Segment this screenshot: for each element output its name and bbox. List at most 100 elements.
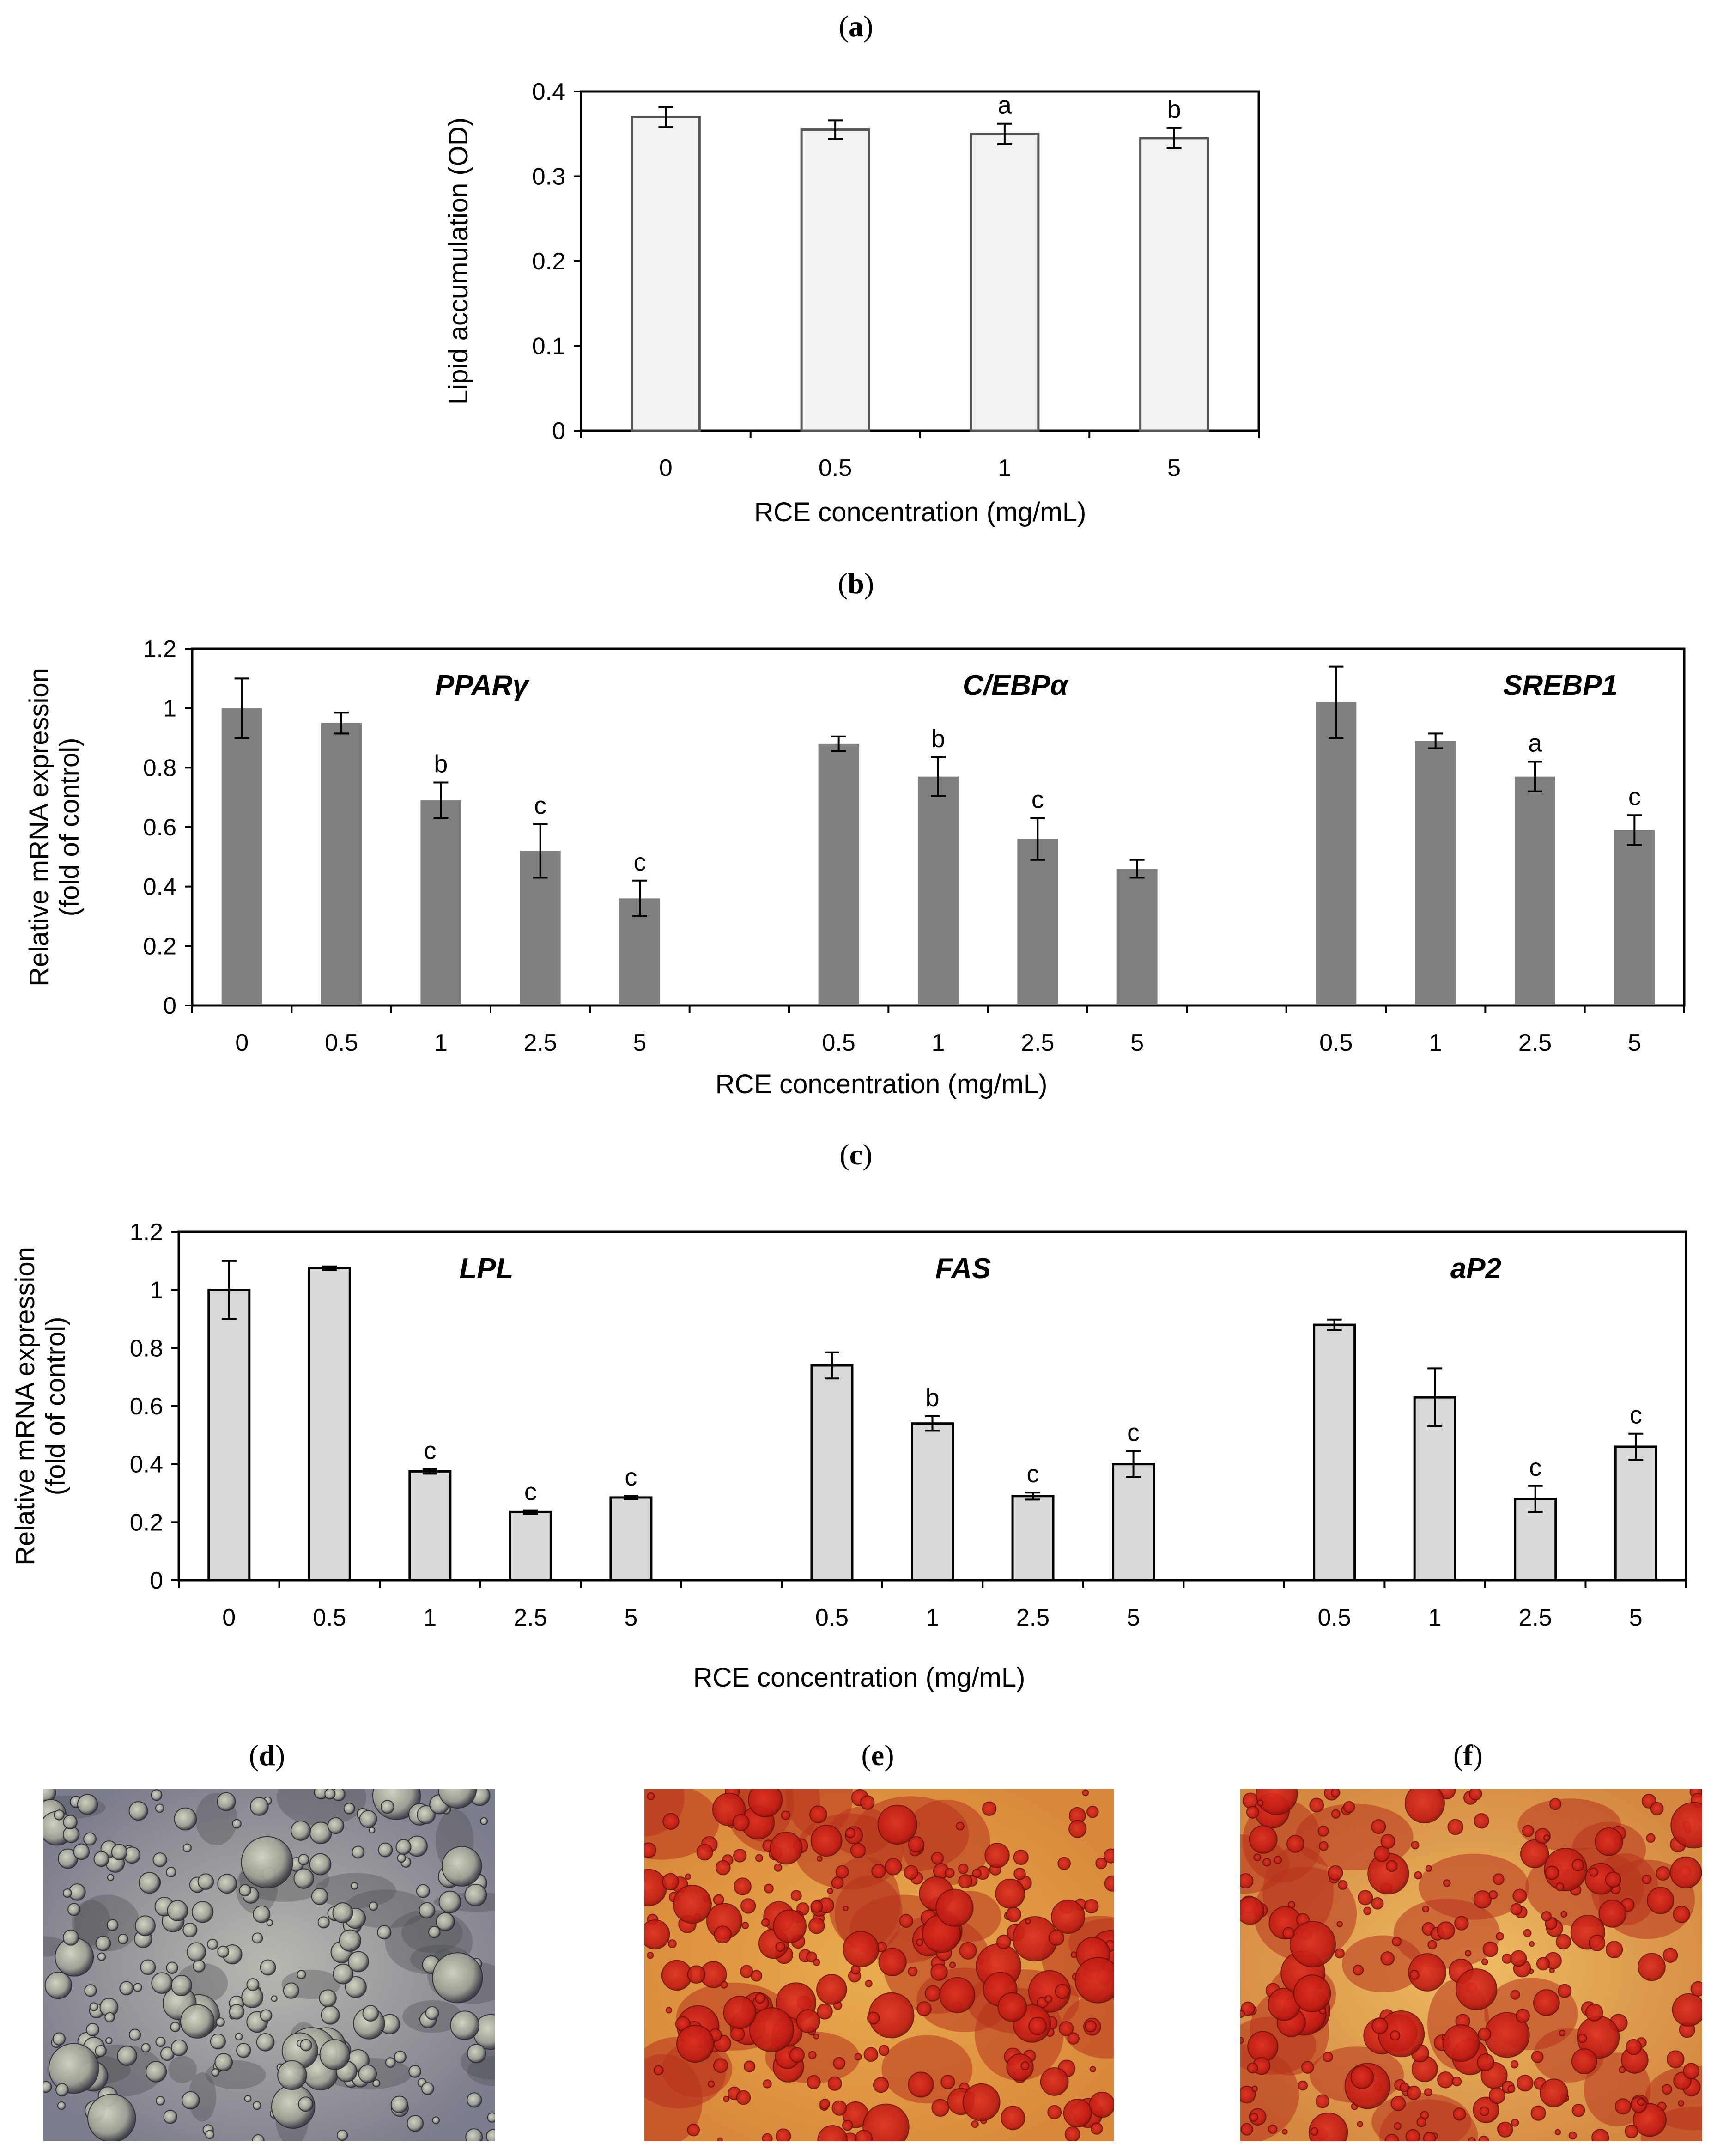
stained-droplet xyxy=(1543,1834,1550,1841)
significance-label: c xyxy=(1031,786,1044,814)
stained-droplet xyxy=(1384,2134,1399,2141)
stained-droplet xyxy=(1089,2091,1114,2118)
stained-droplet xyxy=(878,2045,890,2056)
y-tick-label: 0.4 xyxy=(143,874,176,901)
stained-droplet xyxy=(1511,2119,1519,2127)
stained-droplet xyxy=(1399,2083,1409,2093)
stained-droplet xyxy=(761,1918,770,1927)
y-axis-title: (fold of control) xyxy=(41,1317,71,1496)
stained-droplet xyxy=(1531,2051,1544,2063)
stained-droplet xyxy=(1512,1888,1527,1903)
stained-droplet xyxy=(723,1996,757,2029)
bar-1 xyxy=(408,1470,452,1582)
lipid-droplet xyxy=(57,2101,66,2110)
lipid-droplet xyxy=(385,2057,396,2068)
bar-5 xyxy=(1112,1463,1155,1582)
stained-droplet xyxy=(1507,2085,1516,2093)
x-tick-label: 1 xyxy=(932,1029,945,1056)
lipid-droplet xyxy=(211,2068,220,2077)
stained-droplet xyxy=(972,1869,982,1878)
stained-droplet xyxy=(810,1825,843,1857)
stained-droplet xyxy=(1257,1799,1264,1806)
lipid-droplet xyxy=(345,1976,367,1998)
stained-droplet xyxy=(817,2004,833,2020)
lipid-droplet xyxy=(249,1797,269,1816)
stained-cell xyxy=(644,1789,720,1860)
lipid-droplet xyxy=(256,2033,275,2052)
stained-droplet xyxy=(1423,2132,1436,2141)
stained-droplet xyxy=(1670,1802,1702,1849)
lipid-droplet xyxy=(417,1805,436,1824)
lipid-droplet xyxy=(236,2043,251,2058)
stained-droplet xyxy=(1479,2106,1490,2116)
lipid-droplet xyxy=(214,2053,233,2071)
stained-droplet xyxy=(1662,1948,1678,1963)
lipid-droplet xyxy=(464,1883,487,1906)
gene-label-0: PPARγ xyxy=(435,670,530,701)
stained-droplet xyxy=(667,1939,677,1949)
lipid-droplet xyxy=(321,2005,340,2025)
stained-droplet xyxy=(1589,1934,1606,1951)
bar-2.5 xyxy=(1515,776,1555,1005)
stained-droplet xyxy=(1047,2105,1062,2119)
lipid-droplet xyxy=(298,1854,309,1865)
stained-droplet xyxy=(775,1942,785,1952)
lipid-droplet xyxy=(343,1803,355,1815)
stained-droplet xyxy=(1407,2085,1421,2100)
stained-droplet xyxy=(763,2079,772,2089)
lipid-droplet xyxy=(87,2094,136,2141)
lipid-droplet xyxy=(438,1789,477,1809)
stained-droplet xyxy=(770,1832,803,1865)
stained-droplet xyxy=(781,1810,790,1820)
lipid-droplet xyxy=(62,1888,72,1898)
bar-0.5 xyxy=(1316,702,1357,1005)
stained-droplet xyxy=(1605,1871,1621,1888)
stained-droplet xyxy=(1074,1957,1114,2004)
stained-droplet xyxy=(774,1863,783,1872)
stained-droplet xyxy=(1510,1950,1527,1967)
micrographs xyxy=(43,1789,1702,2141)
x-tick-label: 1 xyxy=(1429,1029,1442,1056)
stained-droplet xyxy=(1411,1841,1420,1850)
stained-droplet xyxy=(1358,1890,1373,1906)
stained-droplet xyxy=(661,1873,679,1890)
lipid-droplet xyxy=(266,1919,273,1926)
lipid-droplet xyxy=(77,1794,98,1815)
lipid-droplet xyxy=(44,1971,72,1999)
lipid-droplet xyxy=(205,2130,215,2139)
stained-droplet xyxy=(1331,1789,1341,1797)
stained-droplet xyxy=(1335,1948,1345,1959)
stained-droplet xyxy=(1517,2075,1534,2092)
lipid-droplet xyxy=(319,1989,337,2007)
stained-droplet xyxy=(1020,2061,1030,2071)
stained-droplet xyxy=(899,1914,913,1928)
stained-droplet xyxy=(1522,1825,1534,1837)
stained-droplet xyxy=(984,1843,1010,1868)
stained-droplet xyxy=(730,2027,745,2041)
lipid-droplet xyxy=(480,1817,488,1825)
lipid-droplet xyxy=(311,1888,328,1905)
lipid-droplet xyxy=(167,1900,188,1922)
chart-a: 0 0.1 0.2 0.3 0.4 0 0.5 a 1 b 5 RCE concentration (… xyxy=(443,79,1260,527)
lipid-droplet xyxy=(407,2115,424,2132)
panel-label-b: (b) xyxy=(838,567,874,600)
stained-droplet xyxy=(1357,2121,1363,2127)
stained-droplet xyxy=(1589,1867,1599,1877)
y-tick-label: 0.2 xyxy=(130,1509,163,1536)
lipid-droplet xyxy=(197,1873,214,1890)
stained-droplet xyxy=(1070,1951,1078,1958)
gene-label-1: C/EBPα xyxy=(963,670,1069,701)
stained-droplet xyxy=(755,1854,764,1862)
panel-label-e: (e) xyxy=(861,1739,894,1772)
lipid-droplet xyxy=(244,2095,252,2102)
stained-droplet xyxy=(1409,1970,1420,1980)
stained-droplet xyxy=(1670,1856,1702,1888)
stained-droplet xyxy=(1256,1789,1298,1815)
significance-label: c xyxy=(424,1437,436,1464)
stained-droplet xyxy=(1013,1849,1029,1865)
stained-droplet xyxy=(687,1965,706,1984)
stained-droplet xyxy=(863,2047,879,2062)
lipid-droplet xyxy=(390,2095,408,2113)
stained-cell xyxy=(1419,1853,1529,1920)
lipid-droplet xyxy=(135,1915,156,1937)
